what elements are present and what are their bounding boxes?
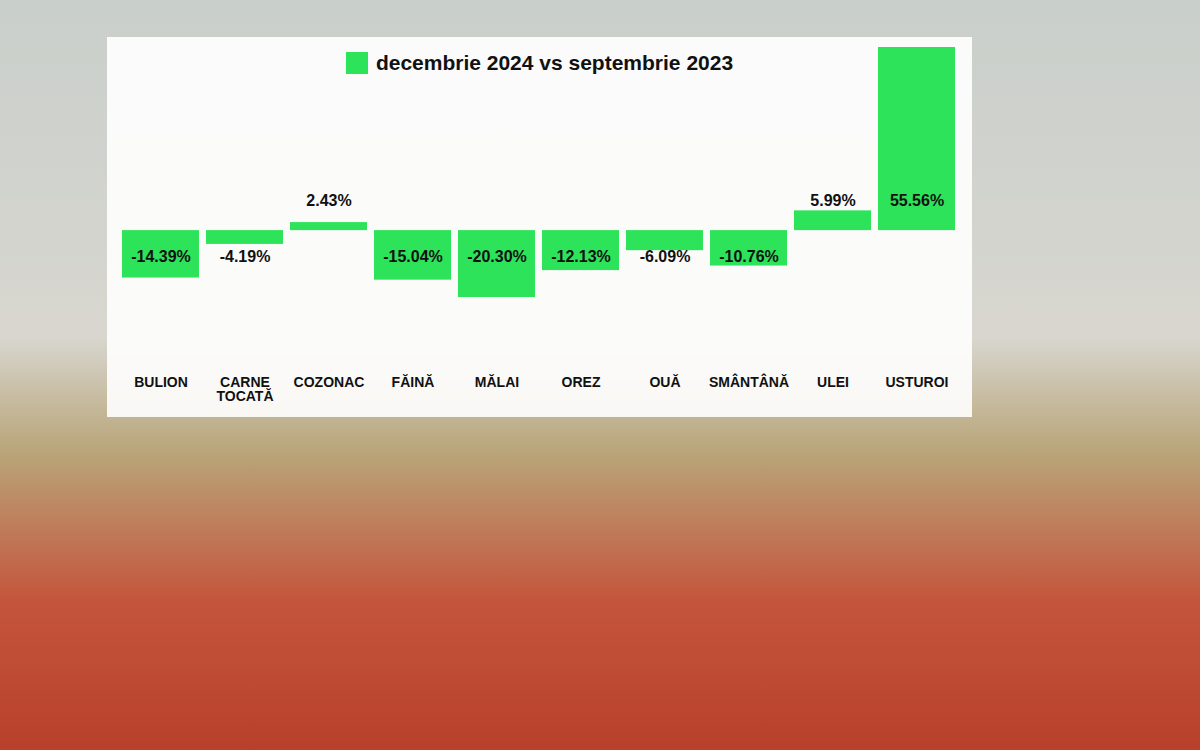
svg-text:2.43%: 2.43% [306, 192, 351, 209]
svg-text:MĂLAI: MĂLAI [475, 374, 519, 390]
svg-text:OUĂ: OUĂ [649, 374, 680, 390]
svg-text:ULEI: ULEI [817, 374, 849, 390]
html-text:decembrie 2024 vs septembrie 2: decembrie 2024 vs septembrie 2023 [375, 51, 734, 74]
svg-text:-14.39%: -14.39% [131, 248, 191, 265]
svg-text:5.99%: 5.99% [810, 192, 855, 209]
svg-text:CARNETOCATĂ: CARNETOCATĂ [216, 374, 273, 404]
svg-text:-4.19%: -4.19% [220, 248, 271, 265]
svg-text:BULION: BULION [134, 374, 188, 390]
svg-text:USTUROI: USTUROI [886, 374, 949, 390]
svg-text:-6.09%: -6.09% [640, 248, 691, 265]
svg-text:-12.13%: -12.13% [551, 248, 611, 265]
svg-text:COZONAC: COZONAC [294, 374, 365, 390]
svg-text:SMÂNTÂNĂ: SMÂNTÂNĂ [709, 373, 789, 390]
svg-text:55.56%: 55.56% [890, 192, 944, 209]
svg-text:-15.04%: -15.04% [383, 248, 443, 265]
svg-text:OREZ: OREZ [562, 374, 601, 390]
svg-text:-20.30%: -20.30% [467, 248, 527, 265]
svg-text:FĂINĂ: FĂINĂ [392, 374, 435, 390]
svg-text:-10.76%: -10.76% [719, 248, 779, 265]
